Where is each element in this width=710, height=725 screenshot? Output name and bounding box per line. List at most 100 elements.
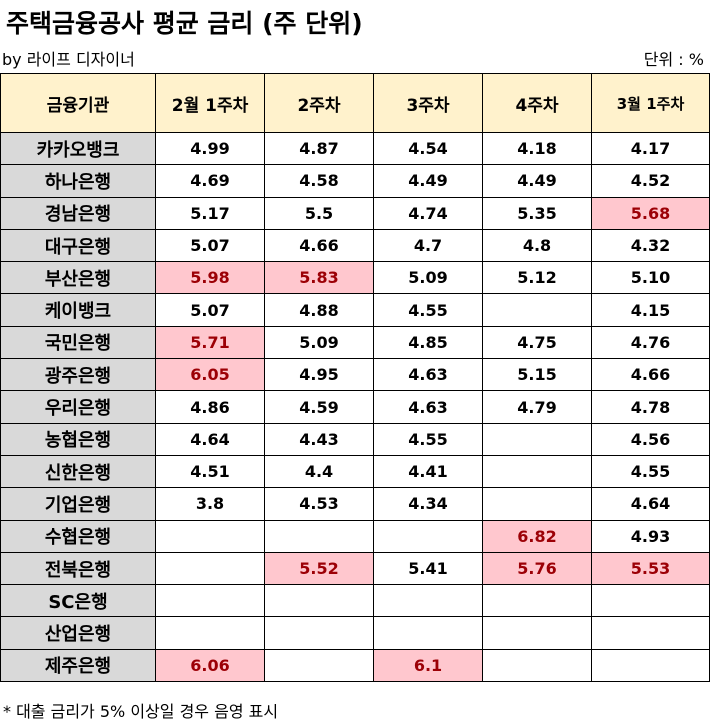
rate-cell: 4.43: [264, 422, 374, 456]
rate-cell: [155, 584, 265, 618]
bank-name-cell: 신한은행: [0, 454, 156, 489]
bank-name-cell: 우리은행: [0, 390, 156, 424]
rate-cell: 5.17: [155, 196, 265, 230]
rate-cell: 4.8: [482, 228, 592, 263]
bank-name-cell: 수협은행: [0, 519, 156, 553]
rate-cell: [264, 648, 374, 683]
rate-cell: 4.17: [591, 131, 710, 166]
rate-cell: 4.86: [155, 390, 265, 424]
rate-cell: 4.66: [264, 228, 374, 263]
bank-name-cell: 하나은행: [0, 164, 156, 198]
rate-cell: 4.75: [482, 325, 592, 360]
table-row: 카카오뱅크 4.99 4.87 4.54 4.18 4.17: [0, 131, 710, 166]
bank-name-cell: 국민은행: [0, 325, 156, 360]
rate-cell: 5.41: [373, 551, 483, 586]
rate-cell: 4.15: [591, 293, 710, 327]
table-row: 케이뱅크 5.07 4.88 4.55 4.15: [0, 293, 710, 327]
rate-cell: 5.52: [264, 551, 374, 586]
bank-name-cell: 대구은행: [0, 228, 156, 263]
rate-cell: 4.66: [591, 358, 710, 392]
rate-cell: 5.15: [482, 358, 592, 392]
header-week: 3월 1주차: [591, 73, 710, 133]
table-row: SC은행: [0, 584, 710, 618]
rate-cell: 4.56: [591, 422, 710, 456]
rate-cell: 6.06: [155, 648, 265, 683]
rate-cell: [482, 648, 592, 683]
rate-cell: 4.95: [264, 358, 374, 392]
table-row: 농협은행 4.64 4.43 4.55 4.56: [0, 422, 710, 456]
header-week: 3주차: [373, 73, 483, 133]
rate-cell: [264, 519, 374, 553]
header-week: 2주차: [264, 73, 374, 133]
rate-cell: 5.09: [373, 261, 483, 295]
rate-cell: [373, 584, 483, 618]
rate-cell: 5.5: [264, 196, 374, 230]
rate-cell: 5.07: [155, 293, 265, 327]
rate-cell: [482, 454, 592, 489]
rate-cell: 4.7: [373, 228, 483, 263]
rate-cell: [264, 584, 374, 618]
rate-cell: 4.55: [373, 422, 483, 456]
table-row: 신한은행 4.51 4.4 4.41 4.55: [0, 454, 710, 489]
table-row: 대구은행 5.07 4.66 4.7 4.8 4.32: [0, 228, 710, 263]
rate-cell: 4.18: [482, 131, 592, 166]
bank-name-cell: 케이뱅크: [0, 293, 156, 327]
table-row: 수협은행 6.82 4.93: [0, 519, 710, 553]
rate-cell: 4.52: [591, 164, 710, 198]
bank-name-cell: 부산은행: [0, 261, 156, 295]
rate-cell: 5.12: [482, 261, 592, 295]
bank-name-cell: SC은행: [0, 584, 156, 618]
rate-cell: 6.1: [373, 648, 483, 683]
table-row: 전북은행 5.52 5.41 5.76 5.53: [0, 551, 710, 586]
rate-cell: 5.10: [591, 261, 710, 295]
bank-name-cell: 카카오뱅크: [0, 131, 156, 166]
rate-cell: 4.78: [591, 390, 710, 424]
header-bank: 금융기관: [0, 73, 156, 133]
rate-cell: 4.88: [264, 293, 374, 327]
rate-cell: 4.79: [482, 390, 592, 424]
header-week: 2월 1주차: [155, 73, 265, 133]
bank-name-cell: 제주은행: [0, 648, 156, 683]
rate-cell: 4.59: [264, 390, 374, 424]
rate-cell: [591, 648, 710, 683]
rate-cell: 4.4: [264, 454, 374, 489]
rate-cell: 3.8: [155, 487, 265, 521]
bank-name-cell: 광주은행: [0, 358, 156, 392]
rate-cell: [482, 293, 592, 327]
rate-cell: 4.87: [264, 131, 374, 166]
rate-cell: 4.55: [373, 293, 483, 327]
header-row: 금융기관 2월 1주차 2주차 3주차 4주차 3월 1주차: [0, 73, 710, 133]
rate-cell: 5.35: [482, 196, 592, 230]
rate-cell: 5.98: [155, 261, 265, 295]
rate-cell: 4.63: [373, 358, 483, 392]
bank-name-cell: 농협은행: [0, 422, 156, 456]
rate-cell: [155, 551, 265, 586]
table-row: 우리은행 4.86 4.59 4.63 4.79 4.78: [0, 390, 710, 424]
rate-cell: 5.83: [264, 261, 374, 295]
rate-cell: [591, 616, 710, 650]
rate-cell: 5.68: [591, 196, 710, 230]
rate-cell: [482, 584, 592, 618]
rate-cell: 6.05: [155, 358, 265, 392]
rate-cell: 4.53: [264, 487, 374, 521]
rate-cell: [264, 616, 374, 650]
table-row: 경남은행 5.17 5.5 4.74 5.35 5.68: [0, 196, 710, 230]
rate-cell: 4.58: [264, 164, 374, 198]
bank-name-cell: 기업은행: [0, 487, 156, 521]
table-row: 제주은행 6.06 6.1: [0, 648, 710, 683]
rate-cell: 4.32: [591, 228, 710, 263]
footnote: * 대출 금리가 5% 이상일 경우 음영 표시: [3, 702, 279, 721]
bank-name-cell: 전북은행: [0, 551, 156, 586]
rate-cell: 4.51: [155, 454, 265, 489]
byline: by 라이프 디자이너: [2, 50, 135, 69]
rate-cell: 4.54: [373, 131, 483, 166]
table-row: 기업은행 3.8 4.53 4.34 4.64: [0, 487, 710, 521]
rate-cell: [373, 519, 483, 553]
table-row: 국민은행 5.71 5.09 4.85 4.75 4.76: [0, 325, 710, 360]
table-row: 부산은행 5.98 5.83 5.09 5.12 5.10: [0, 261, 710, 295]
rate-cell: 4.41: [373, 454, 483, 489]
rate-cell: 4.49: [482, 164, 592, 198]
rate-cell: 5.07: [155, 228, 265, 263]
header-week: 4주차: [482, 73, 592, 133]
rate-cell: 4.93: [591, 519, 710, 553]
